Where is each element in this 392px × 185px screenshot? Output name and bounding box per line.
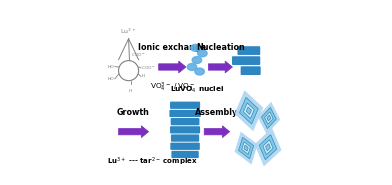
Polygon shape (259, 135, 277, 160)
Ellipse shape (191, 44, 200, 51)
FancyBboxPatch shape (171, 151, 199, 158)
FancyBboxPatch shape (238, 46, 260, 55)
Text: COO$^-$: COO$^-$ (142, 64, 156, 71)
Polygon shape (234, 90, 263, 131)
FancyBboxPatch shape (241, 66, 261, 75)
Polygon shape (261, 107, 276, 129)
Polygon shape (209, 61, 232, 73)
Text: Assembly: Assembly (195, 108, 239, 117)
Polygon shape (244, 145, 248, 151)
Ellipse shape (198, 50, 207, 57)
Polygon shape (234, 132, 258, 164)
Text: HO: HO (108, 65, 114, 69)
Ellipse shape (195, 68, 204, 75)
FancyBboxPatch shape (171, 118, 200, 125)
Text: HO: HO (108, 77, 114, 81)
Text: Lu$^{3+}$ --- tar$^{2-}$ complex: Lu$^{3+}$ --- tar$^{2-}$ complex (107, 156, 197, 168)
Polygon shape (258, 102, 280, 134)
Polygon shape (239, 137, 254, 159)
Polygon shape (265, 144, 270, 151)
Polygon shape (263, 140, 273, 154)
Polygon shape (254, 128, 281, 166)
Text: Lu$^{3+}$: Lu$^{3+}$ (120, 27, 137, 36)
FancyBboxPatch shape (232, 56, 260, 65)
Polygon shape (267, 115, 271, 121)
Text: Ionic exchange: Ionic exchange (138, 43, 206, 51)
Polygon shape (204, 126, 230, 138)
Text: H: H (142, 75, 145, 78)
Polygon shape (243, 103, 254, 119)
Text: COO$^-$: COO$^-$ (131, 51, 146, 58)
FancyBboxPatch shape (170, 126, 200, 134)
Text: VO$_4^{3-}$ / VO$_3^-$: VO$_4^{3-}$ / VO$_3^-$ (149, 81, 195, 94)
Text: LuVO$_4$ nuclei: LuVO$_4$ nuclei (170, 85, 225, 95)
Polygon shape (118, 126, 149, 138)
FancyBboxPatch shape (170, 102, 200, 109)
FancyBboxPatch shape (170, 143, 200, 150)
Polygon shape (159, 61, 186, 73)
Ellipse shape (192, 57, 201, 63)
Polygon shape (246, 107, 251, 114)
Polygon shape (240, 97, 258, 124)
Text: Growth: Growth (117, 108, 150, 117)
Text: Nucleation: Nucleation (196, 43, 245, 51)
Polygon shape (265, 112, 273, 124)
FancyBboxPatch shape (171, 134, 199, 142)
FancyBboxPatch shape (169, 110, 201, 117)
Text: H: H (129, 89, 132, 93)
Polygon shape (242, 142, 250, 154)
Ellipse shape (187, 63, 197, 70)
